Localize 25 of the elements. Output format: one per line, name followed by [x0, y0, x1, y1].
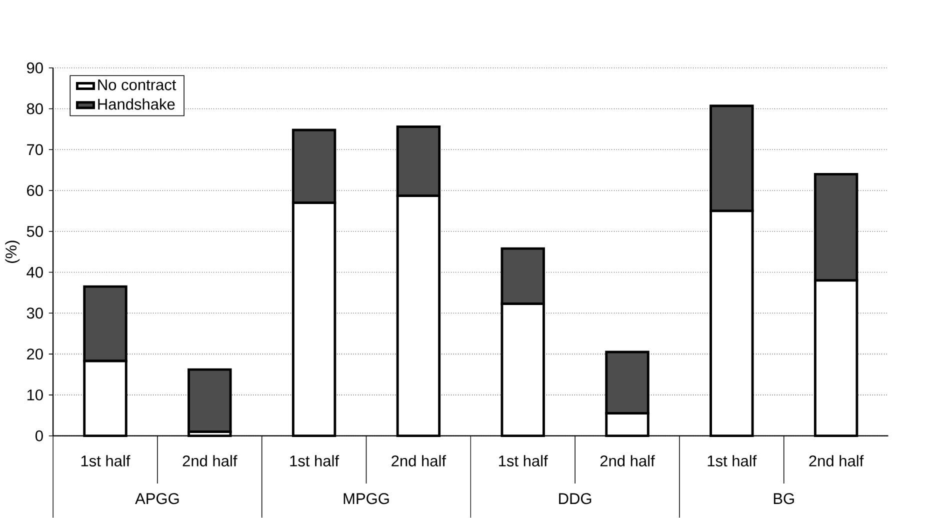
x-tick-label: 2nd half — [600, 455, 655, 466]
y-tick-label: 60 — [27, 185, 43, 196]
legend-label: No contract — [98, 79, 176, 90]
text: BG — [774, 493, 794, 504]
x-tick-label: 1st half — [290, 455, 340, 466]
y-tick-label: 40 — [26, 266, 43, 278]
y-tick-label: 20 — [27, 348, 43, 360]
text: MPGG — [344, 493, 389, 504]
x-tick-label: 2nd half — [392, 455, 446, 466]
x-tick-label: 1st half — [81, 455, 130, 466]
y-tick-label: 10 — [27, 389, 43, 400]
legend-label: Handshake — [98, 98, 175, 110]
x-tick-label: 1st half — [499, 455, 548, 466]
y-tick-label: 0 — [36, 430, 43, 442]
y-axis-title: (%) — [5, 240, 20, 263]
y-tick-label: 70 — [27, 144, 43, 156]
x-tick-label: 1st half — [708, 455, 757, 466]
y-tick-label: 50 — [26, 226, 43, 237]
x-tick-label: 2nd half — [809, 455, 864, 466]
x-tick-label: 2nd half — [182, 455, 238, 466]
text: APGG — [135, 493, 179, 504]
text: DDG — [559, 493, 592, 504]
y-tick-label: 90 — [27, 62, 43, 74]
y-tick-label: 80 — [26, 103, 43, 114]
y-tick-label: 30 — [26, 308, 43, 319]
